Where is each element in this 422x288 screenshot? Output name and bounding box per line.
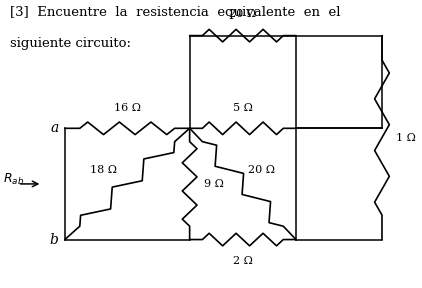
Text: siguiente circuito:: siguiente circuito: xyxy=(10,37,130,50)
Text: $R_{ab}$: $R_{ab}$ xyxy=(3,172,24,187)
Text: 16 Ω: 16 Ω xyxy=(114,103,141,113)
Text: 1 Ω: 1 Ω xyxy=(396,133,416,143)
Text: a: a xyxy=(51,121,59,135)
Text: 2 Ω: 2 Ω xyxy=(233,256,253,266)
Text: 5 Ω: 5 Ω xyxy=(233,103,253,113)
Text: 20 Ω: 20 Ω xyxy=(248,165,275,175)
Text: b: b xyxy=(50,232,59,247)
Text: 9 Ω: 9 Ω xyxy=(204,179,224,189)
Text: 18 Ω: 18 Ω xyxy=(90,165,117,175)
Text: 20 Ω: 20 Ω xyxy=(229,9,256,19)
Text: [3]  Encuentre  la  resistencia  equivalente  en  el: [3] Encuentre la resistencia equivalente… xyxy=(10,6,340,19)
